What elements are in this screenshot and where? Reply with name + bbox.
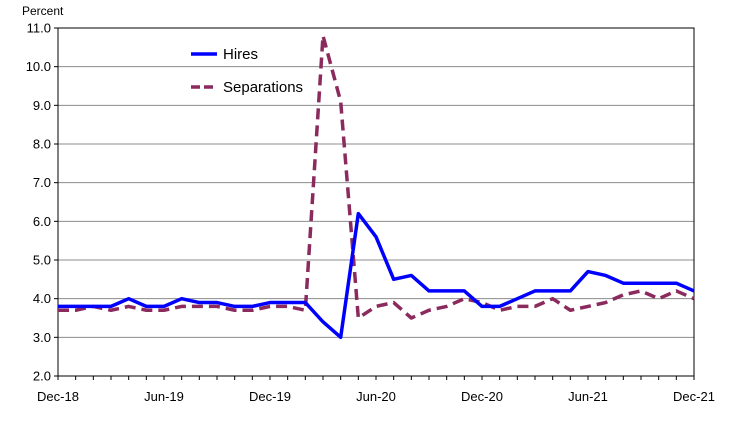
y-tick-label: 4.0 [33,291,51,306]
x-tick-label: Jun-20 [356,389,396,404]
x-tick-label: Jun-21 [568,389,608,404]
y-tick-label: 10.0 [26,59,51,74]
series-lines [58,33,695,340]
y-tick-label: 9.0 [33,98,51,113]
x-tick-label: Dec-21 [673,389,715,404]
y-tick-label: 8.0 [33,137,51,152]
x-tick-label: Dec-20 [461,389,503,404]
gridlines [58,27,694,377]
y-axis-title: Percent [22,4,64,18]
x-tick-label: Dec-18 [37,389,79,404]
separations-legend-label: Separations [223,79,303,96]
y-tick-label: 6.0 [33,214,51,229]
y-tick-label: 3.0 [33,330,51,345]
legend: Hires Separations [191,46,303,96]
x-tick-label: Dec-19 [249,389,291,404]
y-tick-label: 11.0 [27,21,51,36]
axis-ticks [54,27,695,380]
axis-labels: 2.0 3.0 4.0 5.0 6.0 7.0 8.0 9.0 10.0 11.0 Dec-18 Ju… [26,21,715,405]
x-tick-label: Jun-19 [144,389,184,404]
plot-area-frame [57,27,695,377]
y-tick-label: 5.0 [33,253,51,268]
hires-legend-label: Hires [223,46,258,63]
hires-series-line [58,211,695,340]
y-tick-label: 2.0 [33,369,51,384]
y-tick-label: 7.0 [33,175,51,190]
separations-series-line [58,33,695,320]
